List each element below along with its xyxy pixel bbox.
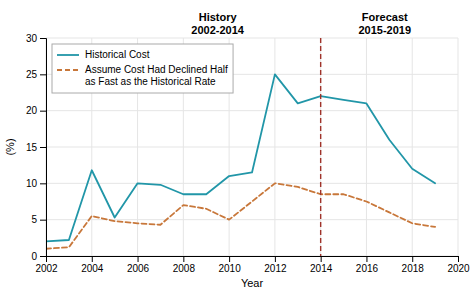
y-tick-label: 10 [26, 178, 38, 189]
x-tick: 2006 [127, 256, 150, 274]
marks [46, 38, 435, 256]
legend: Historical Cost Assume Cost Had Declined … [52, 44, 233, 93]
legend-label: Assume Cost Had Declined Halfas Fast as … [85, 64, 228, 87]
plot-area: 2002200420062008201020122014201620182020… [4, 11, 470, 289]
annotation: Forecast2015-2019 [358, 11, 411, 36]
y-tick: 10 [26, 178, 46, 189]
grid [46, 38, 458, 256]
y-axis-line [40, 39, 47, 257]
grid-line-y [46, 38, 458, 39]
series-line [46, 74, 321, 241]
x-tick: 2002 [35, 256, 58, 274]
x-tick-mark [138, 256, 139, 262]
grid-line-y [46, 183, 458, 184]
x-tick-label: 2018 [402, 263, 425, 274]
x-tick-mark [92, 256, 93, 262]
series-line [46, 183, 435, 248]
x-tick-label: 2020 [447, 263, 470, 274]
x-tick: 2008 [173, 256, 196, 274]
chart: 2002200420062008201020122014201620182020… [0, 0, 474, 292]
grid-line-y [46, 219, 458, 220]
x-tick: 2020 [447, 256, 470, 274]
x-tick: 2012 [264, 256, 287, 274]
x-tick: 2014 [310, 256, 333, 274]
x-tick-mark [321, 256, 322, 262]
y-tick: 15 [26, 142, 46, 153]
x-tick-mark [275, 256, 276, 262]
y-tick-mark [40, 111, 46, 112]
x-axis-line [47, 257, 459, 263]
x-tick-label: 2016 [356, 263, 379, 274]
y-tick: 0 [31, 251, 46, 262]
x-tick-mark [183, 256, 184, 262]
legend-frame [52, 44, 233, 93]
x-tick: 2004 [81, 256, 104, 274]
x-tick-label: 2006 [127, 263, 150, 274]
grid-line-y [46, 110, 458, 111]
x-axis-title: Year [241, 277, 264, 289]
x-tick-label: 2012 [264, 263, 287, 274]
x-tick-mark [458, 256, 459, 262]
y-tick-label: 5 [31, 214, 37, 225]
series-line [321, 96, 435, 183]
y-tick-label: 0 [31, 251, 37, 262]
y-axis-title: (%) [4, 138, 16, 155]
y-tick-mark [40, 220, 46, 221]
y-tick-label: 30 [26, 33, 38, 44]
y-tick: 25 [26, 69, 46, 80]
x-tick-label: 2008 [173, 263, 196, 274]
y-tick-label: 15 [26, 142, 38, 153]
x-tick-label: 2014 [310, 263, 333, 274]
x-tick-mark [366, 256, 367, 262]
y-tick-mark [40, 74, 46, 75]
x-tick-label: 2010 [218, 263, 241, 274]
y-tick-mark [40, 256, 46, 257]
y-tick: 30 [26, 33, 46, 44]
x-tick-label: 2002 [35, 263, 58, 274]
legend-swatch [57, 69, 79, 71]
y-tick-label: 25 [26, 69, 38, 80]
reference-line [320, 38, 321, 256]
x-tick-mark [412, 256, 413, 262]
x-tick: 2010 [218, 256, 241, 274]
legend-swatch [57, 54, 79, 56]
x-tick-mark [229, 256, 230, 262]
y-tick: 5 [31, 214, 46, 225]
annotation: History2002-2014 [191, 11, 244, 36]
x-tick: 2016 [356, 256, 379, 274]
x-tick: 2018 [402, 256, 425, 274]
y-tick-mark [40, 147, 46, 148]
x-tick-label: 2004 [81, 263, 104, 274]
y-axis: 0 5 10 15 20 25 30 [26, 33, 47, 262]
x-axis: 2002 2004 2006 2008 2010 2012 2014 2016 2018 2020 [35, 256, 470, 274]
legend-label: Historical Cost [85, 49, 150, 60]
y-tick-label: 20 [26, 105, 38, 116]
y-tick: 20 [26, 105, 46, 116]
y-tick-mark [40, 38, 46, 39]
y-tick-mark [40, 183, 46, 184]
